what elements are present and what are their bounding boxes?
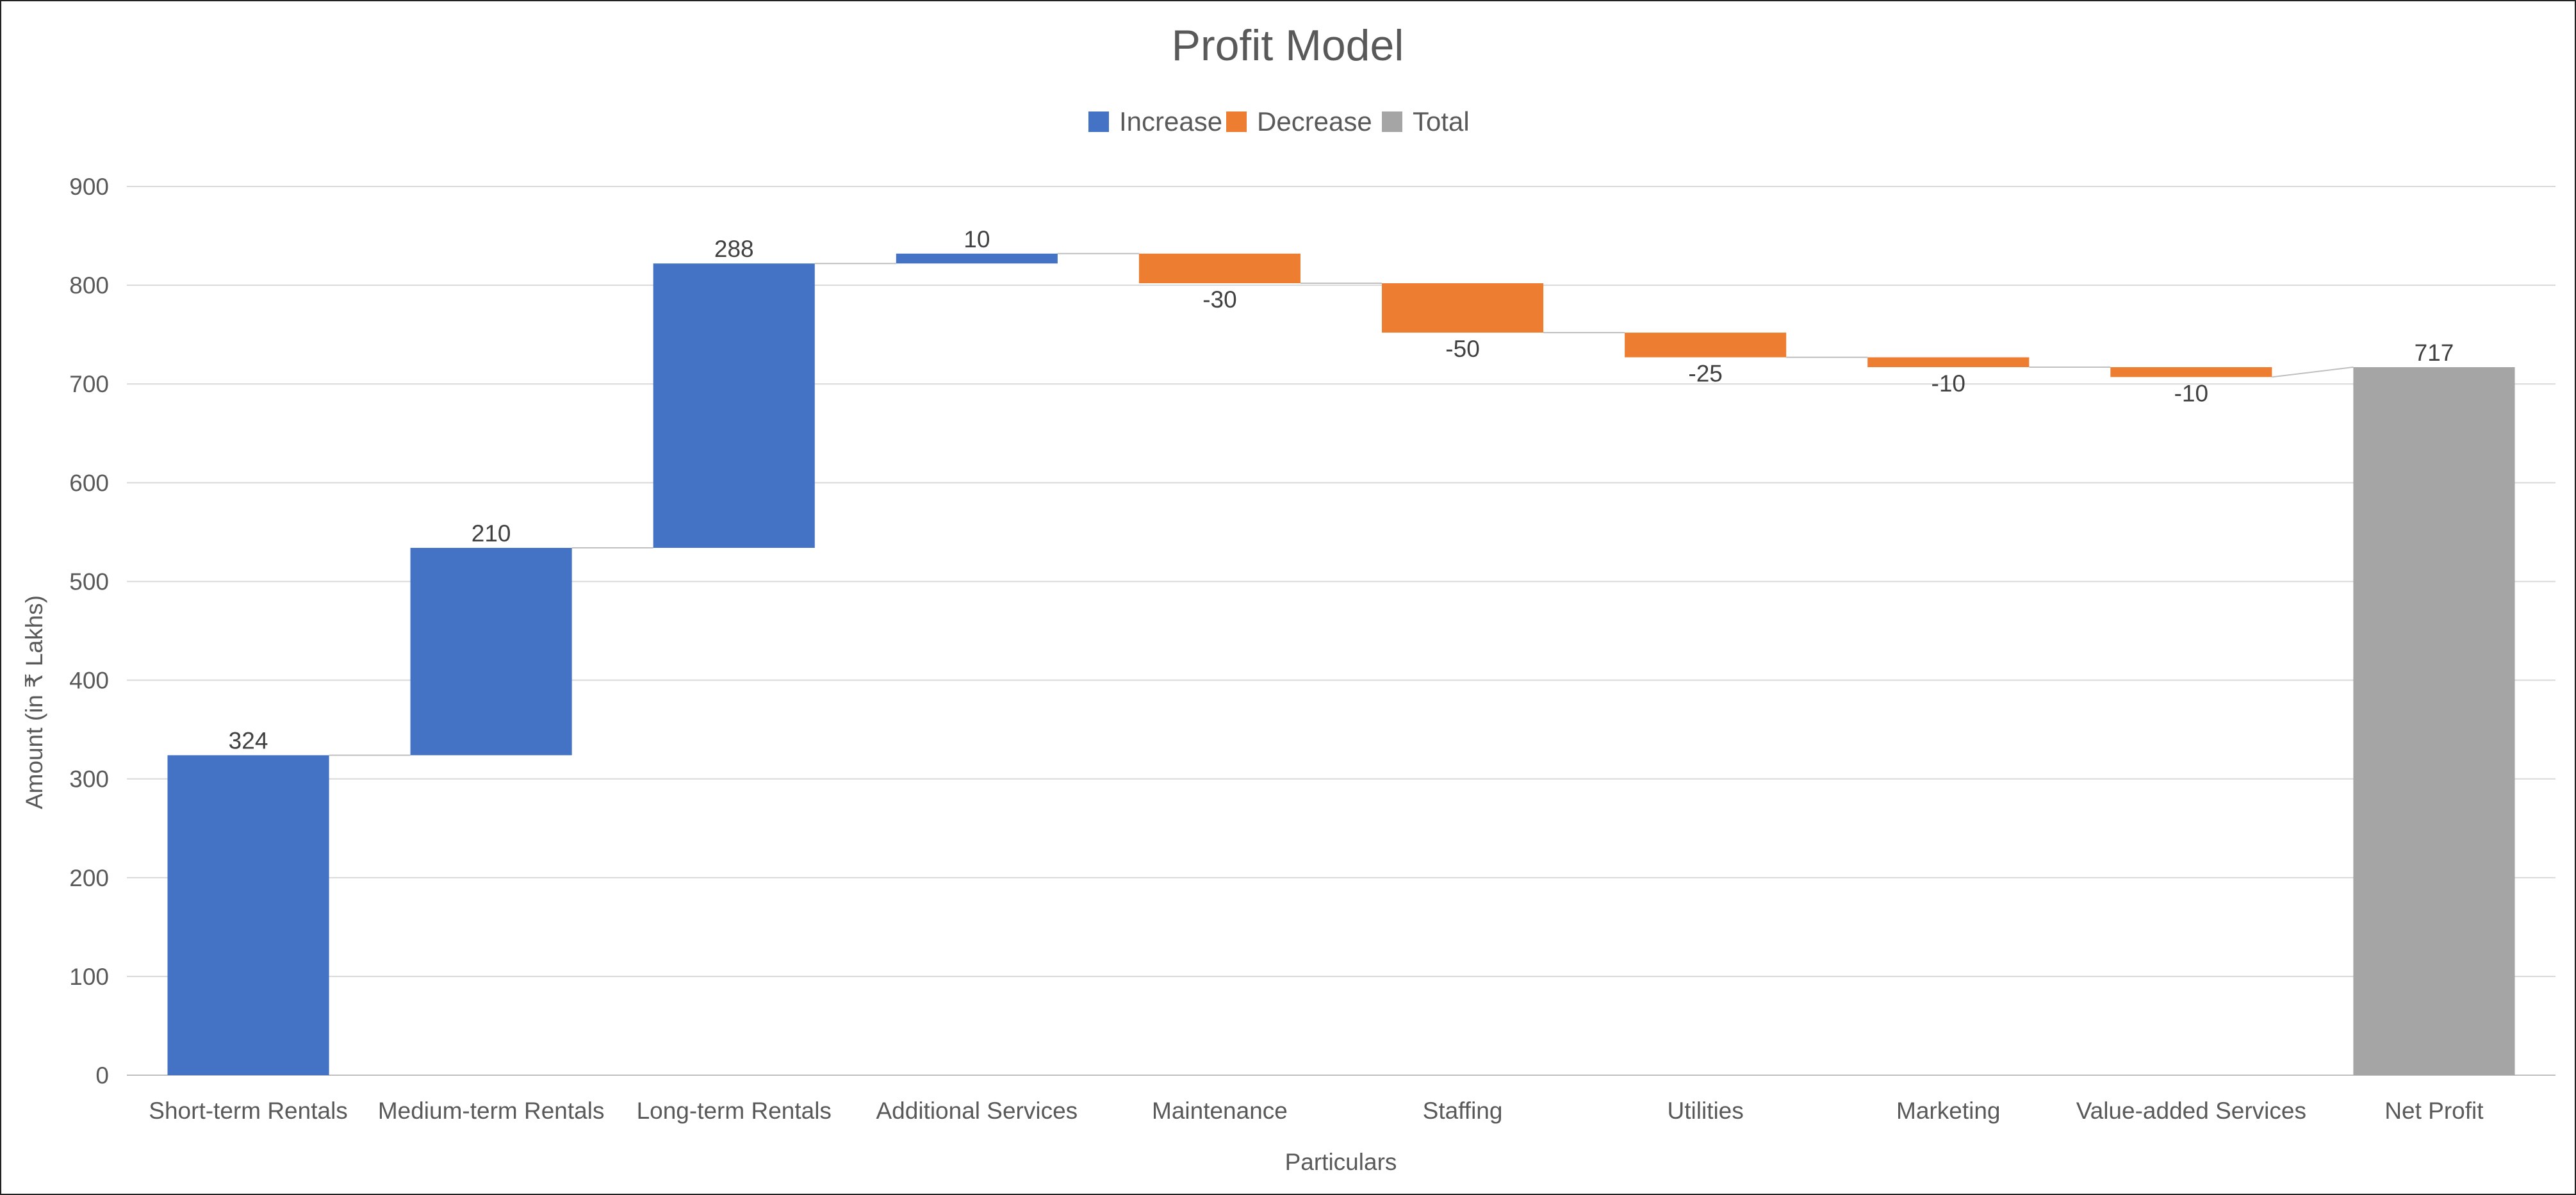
x-tick-label-short-term-rentals: Short-term Rentals — [149, 1098, 348, 1124]
data-label-marketing: -10 — [1932, 370, 1965, 397]
bar-long-term-rentals — [653, 263, 815, 548]
bar-maintenance — [1138, 253, 1301, 284]
y-tick-label: 900 — [69, 174, 109, 200]
x-tick-label-additional-services: Additional Services — [876, 1098, 1078, 1124]
gridlines — [127, 186, 2555, 1076]
legend-label-total: Total — [1413, 106, 1470, 136]
y-tick-label: 200 — [69, 865, 109, 891]
bar-value-added-services — [2110, 367, 2272, 377]
data-label-maintenance: -30 — [1202, 286, 1236, 313]
bar-short-term-rentals — [167, 755, 329, 1075]
legend: Increase Decrease Total — [1088, 106, 1470, 136]
bar-additional-services — [896, 253, 1058, 264]
y-tick-label: 800 — [69, 272, 109, 299]
y-tick-label: 400 — [69, 668, 109, 694]
data-label-net-profit: 717 — [2415, 340, 2454, 366]
bar-net-profit — [2353, 367, 2515, 1075]
chart-title: Profit Model — [1172, 21, 1404, 70]
x-tick-label-long-term-rentals: Long-term Rentals — [637, 1098, 832, 1124]
bars — [167, 253, 2515, 1075]
y-axis-title: Amount (in ₹ Lakhs) — [21, 595, 47, 809]
x-tick-label-utilities: Utilities — [1668, 1098, 1744, 1124]
data-label-utilities: -25 — [1688, 361, 1722, 387]
legend-label-decrease: Decrease — [1257, 106, 1372, 136]
x-axis-title: Particulars — [1285, 1149, 1397, 1175]
data-label-additional-services: 10 — [964, 226, 990, 252]
bar-staffing — [1381, 283, 1544, 333]
data-label-short-term-rentals: 324 — [229, 728, 268, 754]
y-tick-label: 700 — [69, 371, 109, 397]
x-tick-label-net-profit: Net Profit — [2384, 1098, 2484, 1124]
y-tick-label: 100 — [69, 964, 109, 990]
x-tick-label-maintenance: Maintenance — [1152, 1098, 1288, 1124]
y-tick-label: 500 — [69, 568, 109, 595]
legend-label-increase: Increase — [1119, 106, 1222, 136]
data-label-value-added-services: -10 — [2174, 380, 2208, 406]
y-axis-ticks: 0 100 200 300 400 500 600 700 800 900 — [69, 174, 109, 1089]
bar-medium-term-rentals — [410, 548, 572, 755]
legend-swatch-increase — [1088, 111, 1109, 132]
x-tick-label-value-added-services: Value-added Services — [2076, 1098, 2306, 1124]
bar-marketing — [1867, 357, 2030, 368]
x-tick-label-medium-term-rentals: Medium-term Rentals — [378, 1098, 605, 1124]
data-labels: 324 210 288 10 -30 -50 -25 -10 -10 717 — [229, 226, 2454, 754]
data-label-staffing: -50 — [1445, 336, 1479, 362]
data-label-medium-term-rentals: 210 — [472, 520, 511, 547]
y-tick-label: 0 — [95, 1062, 109, 1089]
x-axis-ticks: Short-term Rentals Medium-term Rentals Lon… — [149, 1098, 2484, 1124]
x-tick-label-marketing: Marketing — [1896, 1098, 2000, 1124]
legend-swatch-decrease — [1226, 111, 1247, 132]
connector-line — [2272, 367, 2354, 378]
legend-swatch-total — [1382, 111, 1402, 132]
y-tick-label: 300 — [69, 766, 109, 793]
connector-lines — [329, 252, 2354, 756]
bar-utilities — [1625, 333, 1787, 358]
data-label-long-term-rentals: 288 — [714, 236, 754, 262]
x-tick-label-staffing: Staffing — [1423, 1098, 1503, 1124]
y-tick-label: 600 — [69, 470, 109, 496]
